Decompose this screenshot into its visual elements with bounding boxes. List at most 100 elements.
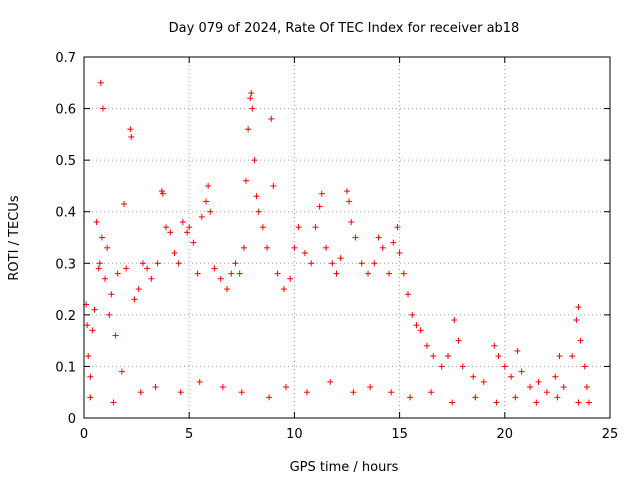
data-point xyxy=(184,229,191,236)
data-point xyxy=(135,286,142,293)
y-axis-label: ROTI / TECUs xyxy=(7,195,22,280)
data-point xyxy=(238,389,245,396)
data-point xyxy=(581,363,588,370)
data-point xyxy=(495,353,502,360)
data-point xyxy=(248,90,255,97)
data-point xyxy=(249,105,256,112)
data-point xyxy=(159,190,166,197)
data-point xyxy=(575,399,582,406)
data-point xyxy=(148,275,155,282)
data-point xyxy=(573,317,580,324)
data-point xyxy=(167,229,174,236)
data-point xyxy=(211,265,218,272)
chart-title: Day 079 of 2024, Rate Of TEC Index for r… xyxy=(169,21,520,36)
y-tick-label: 0.2 xyxy=(55,309,76,324)
data-point xyxy=(232,260,239,267)
data-point xyxy=(438,363,445,370)
data-point xyxy=(312,224,319,231)
data-point xyxy=(274,270,281,277)
data-point xyxy=(554,394,561,401)
data-point xyxy=(365,270,372,277)
data-point xyxy=(459,363,466,370)
data-point xyxy=(407,394,414,401)
data-point xyxy=(577,337,584,344)
data-point xyxy=(287,275,294,282)
data-point xyxy=(84,322,91,329)
data-point xyxy=(552,373,559,380)
y-tick-label: 0.4 xyxy=(55,206,76,221)
data-point xyxy=(163,224,170,231)
data-point xyxy=(196,378,203,385)
data-point xyxy=(518,368,525,375)
data-point xyxy=(367,384,374,391)
y-tick-label: 0.7 xyxy=(55,51,76,66)
data-point xyxy=(95,265,102,272)
data-point xyxy=(291,244,298,251)
data-point xyxy=(190,239,197,246)
data-point xyxy=(110,399,117,406)
data-point xyxy=(98,234,105,241)
data-point xyxy=(428,389,435,396)
data-point xyxy=(348,219,355,226)
data-point xyxy=(85,353,92,360)
data-point xyxy=(104,244,111,251)
data-point xyxy=(282,384,289,391)
y-tick-labels: 0 0.1 0.2 0.3 0.4 0.5 0.6 0.7 xyxy=(55,51,76,427)
data-point xyxy=(394,224,401,231)
data-point xyxy=(186,224,193,231)
data-point xyxy=(344,188,350,195)
axis-ticks xyxy=(83,56,611,419)
x-tick-label: 0 xyxy=(80,427,88,442)
data-point xyxy=(413,322,420,329)
data-point xyxy=(409,311,416,318)
data-point xyxy=(514,347,521,354)
data-point xyxy=(245,126,252,133)
data-point xyxy=(585,399,592,406)
data-point xyxy=(560,384,567,391)
data-point xyxy=(137,389,144,396)
data-point xyxy=(114,270,121,277)
data-point xyxy=(390,239,397,246)
data-point xyxy=(508,373,515,380)
data-point xyxy=(112,332,119,339)
data-point xyxy=(268,115,275,122)
data-point xyxy=(295,224,302,231)
data-point xyxy=(444,353,451,360)
data-point xyxy=(270,182,277,189)
data-point xyxy=(177,389,184,396)
data-point xyxy=(583,384,590,391)
data-point xyxy=(501,363,508,370)
data-point xyxy=(543,389,550,396)
data-point xyxy=(154,260,161,267)
data-point xyxy=(405,291,412,298)
data-point xyxy=(375,234,382,241)
grid-lines xyxy=(84,57,610,418)
data-point xyxy=(556,353,563,360)
x-axis-label: GPS time / hours xyxy=(290,460,399,475)
x-tick-label: 5 xyxy=(185,427,193,442)
data-point xyxy=(472,394,479,401)
data-point xyxy=(179,219,186,226)
data-point xyxy=(533,399,540,406)
data-point xyxy=(118,368,125,375)
data-point xyxy=(106,311,113,318)
data-point xyxy=(352,234,359,241)
data-point xyxy=(327,378,334,385)
x-tick-label: 25 xyxy=(602,427,619,442)
data-point xyxy=(337,255,344,262)
x-tick-labels: 0 5 10 15 20 25 xyxy=(80,427,618,442)
data-point xyxy=(108,291,115,298)
data-point xyxy=(97,79,104,86)
y-tick-label: 0 xyxy=(68,412,76,427)
data-point xyxy=(96,260,103,267)
data-point xyxy=(259,224,266,231)
data-point xyxy=(198,213,205,220)
data-point xyxy=(264,244,271,251)
data-point xyxy=(318,190,325,197)
data-point xyxy=(194,270,201,277)
data-point xyxy=(333,270,340,277)
x-tick-label: 20 xyxy=(497,427,514,442)
data-point xyxy=(396,249,403,256)
data-point xyxy=(449,399,456,406)
y-tick-label: 0.3 xyxy=(55,257,76,272)
